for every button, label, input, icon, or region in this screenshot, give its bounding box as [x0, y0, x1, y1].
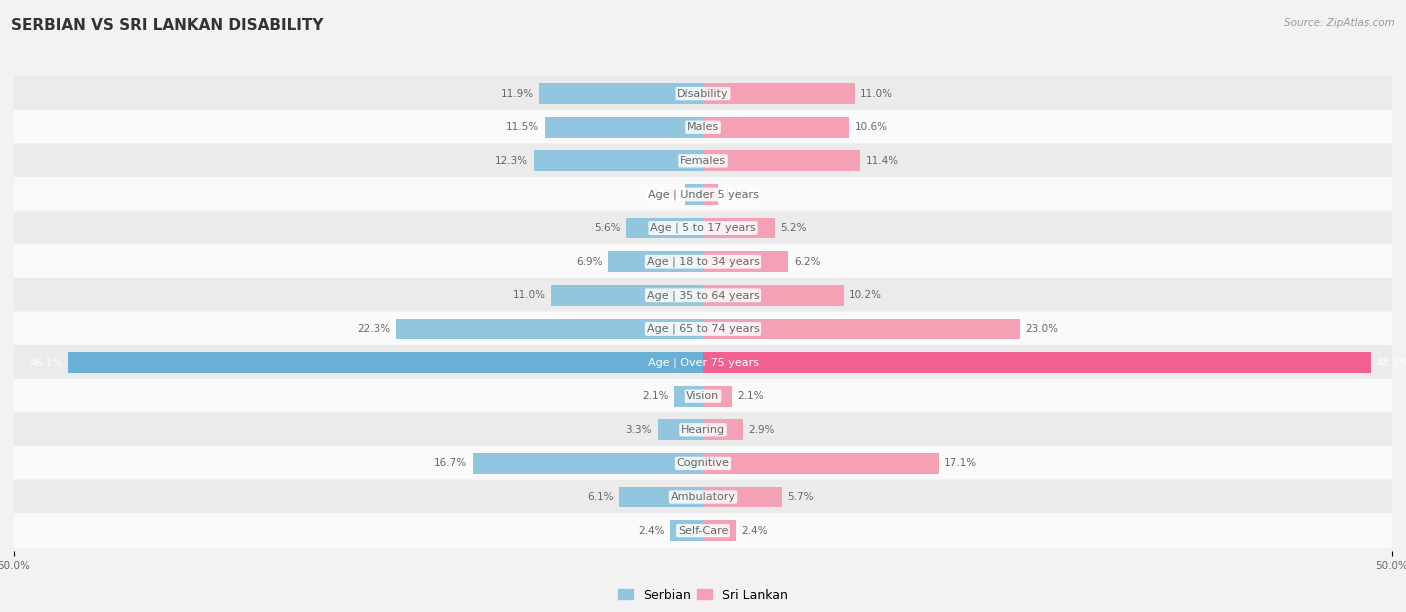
Text: Age | Over 75 years: Age | Over 75 years [648, 357, 758, 368]
Bar [703, 352, 1371, 373]
Text: 5.2%: 5.2% [780, 223, 807, 233]
Text: 11.4%: 11.4% [866, 156, 898, 166]
Bar [533, 151, 703, 171]
Text: 10.2%: 10.2% [849, 290, 882, 300]
Text: 16.7%: 16.7% [434, 458, 467, 468]
Bar [472, 453, 703, 474]
Bar [538, 83, 703, 104]
Text: 2.4%: 2.4% [741, 526, 768, 536]
Bar [544, 117, 703, 138]
Text: 17.1%: 17.1% [945, 458, 977, 468]
Text: Self-Care: Self-Care [678, 526, 728, 536]
Text: SERBIAN VS SRI LANKAN DISABILITY: SERBIAN VS SRI LANKAN DISABILITY [11, 18, 323, 34]
Bar [703, 487, 782, 507]
Text: 5.7%: 5.7% [787, 492, 814, 502]
Bar [703, 184, 718, 205]
Text: 11.0%: 11.0% [860, 89, 893, 99]
FancyBboxPatch shape [14, 513, 1392, 548]
Legend: Serbian, Sri Lankan: Serbian, Sri Lankan [613, 584, 793, 606]
Text: 2.1%: 2.1% [738, 391, 763, 401]
FancyBboxPatch shape [14, 278, 1392, 313]
Text: 3.3%: 3.3% [626, 425, 652, 435]
Text: 1.1%: 1.1% [724, 190, 751, 200]
FancyBboxPatch shape [14, 345, 1392, 380]
Text: Ambulatory: Ambulatory [671, 492, 735, 502]
Text: 2.4%: 2.4% [638, 526, 665, 536]
Text: Age | 18 to 34 years: Age | 18 to 34 years [647, 256, 759, 267]
Bar [703, 386, 733, 406]
Text: Source: ZipAtlas.com: Source: ZipAtlas.com [1284, 18, 1395, 28]
Bar [703, 218, 775, 239]
Text: Hearing: Hearing [681, 425, 725, 435]
Bar [619, 487, 703, 507]
Bar [703, 318, 1019, 339]
Text: 6.1%: 6.1% [586, 492, 613, 502]
FancyBboxPatch shape [14, 177, 1392, 212]
Text: Age | Under 5 years: Age | Under 5 years [648, 189, 758, 200]
Text: 48.5%: 48.5% [1376, 357, 1406, 368]
Bar [67, 352, 703, 373]
Bar [703, 151, 860, 171]
Text: 11.0%: 11.0% [513, 290, 546, 300]
Bar [685, 184, 703, 205]
Text: 23.0%: 23.0% [1025, 324, 1059, 334]
Bar [703, 419, 742, 440]
Bar [703, 285, 844, 306]
FancyBboxPatch shape [14, 211, 1392, 245]
Text: Age | 5 to 17 years: Age | 5 to 17 years [650, 223, 756, 233]
Text: 6.2%: 6.2% [794, 256, 821, 267]
Text: 11.9%: 11.9% [501, 89, 533, 99]
Text: 2.1%: 2.1% [643, 391, 669, 401]
Text: 12.3%: 12.3% [495, 156, 529, 166]
Bar [607, 252, 703, 272]
Text: 46.1%: 46.1% [30, 357, 62, 368]
Text: Age | 65 to 74 years: Age | 65 to 74 years [647, 324, 759, 334]
Text: Males: Males [688, 122, 718, 132]
Text: Vision: Vision [686, 391, 720, 401]
Bar [669, 520, 703, 541]
Bar [703, 117, 849, 138]
Text: Females: Females [681, 156, 725, 166]
FancyBboxPatch shape [14, 379, 1392, 414]
FancyBboxPatch shape [14, 110, 1392, 144]
Bar [703, 453, 939, 474]
Bar [658, 419, 703, 440]
FancyBboxPatch shape [14, 76, 1392, 111]
FancyBboxPatch shape [14, 244, 1392, 279]
Text: 10.6%: 10.6% [855, 122, 887, 132]
Bar [703, 520, 737, 541]
Text: 2.9%: 2.9% [748, 425, 775, 435]
FancyBboxPatch shape [14, 480, 1392, 515]
Bar [703, 83, 855, 104]
Bar [395, 318, 703, 339]
Text: 11.5%: 11.5% [506, 122, 538, 132]
Text: 5.6%: 5.6% [593, 223, 620, 233]
Text: Age | 35 to 64 years: Age | 35 to 64 years [647, 290, 759, 300]
FancyBboxPatch shape [14, 312, 1392, 346]
Text: 6.9%: 6.9% [576, 256, 602, 267]
FancyBboxPatch shape [14, 412, 1392, 447]
Bar [703, 252, 789, 272]
Bar [673, 386, 703, 406]
FancyBboxPatch shape [14, 446, 1392, 481]
Text: 22.3%: 22.3% [357, 324, 391, 334]
Text: Disability: Disability [678, 89, 728, 99]
FancyBboxPatch shape [14, 143, 1392, 178]
Bar [551, 285, 703, 306]
Bar [626, 218, 703, 239]
Text: Cognitive: Cognitive [676, 458, 730, 468]
Text: 1.3%: 1.3% [652, 190, 679, 200]
